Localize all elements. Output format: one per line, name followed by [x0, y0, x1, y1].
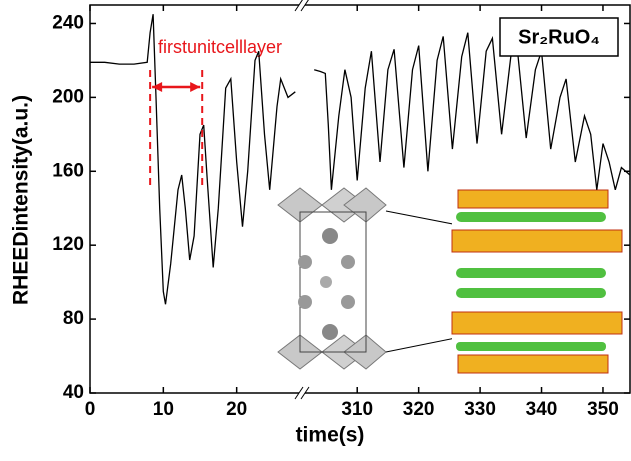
- y-tick-label: 200: [52, 86, 84, 107]
- x-tick-label: 20: [226, 399, 247, 420]
- arrow-head: [152, 82, 163, 92]
- annotation: firstunitcelllayer: [158, 37, 282, 57]
- x-tick-label: 0: [85, 399, 96, 420]
- arrow-head: [190, 82, 201, 92]
- y-axis-label: RHEEDintensity(a.u.): [10, 95, 33, 305]
- x-tick-label: 340: [526, 399, 558, 420]
- axis-break-mark: [294, 0, 303, 12]
- axis-break-mark: [294, 386, 304, 400]
- axis-break-gap: [299, 2, 305, 8]
- axis-break-mark: [300, 386, 310, 400]
- x-tick-label: 350: [587, 399, 619, 420]
- x-tick-label: 330: [464, 399, 496, 420]
- data-line: [90, 14, 631, 305]
- crystal-inset-large: [451, 189, 623, 375]
- crystal-inset-small: [277, 187, 536, 370]
- y-tick-label: 80: [63, 308, 84, 329]
- plot-frame: [89, 4, 631, 394]
- label-box: [499, 17, 619, 57]
- y-tick-label: 160: [52, 160, 84, 181]
- y-tick-label: 240: [52, 12, 84, 33]
- x-tick-label: 310: [341, 399, 373, 420]
- axis-break-mark: [300, 0, 309, 12]
- axis-break-gap: [299, 390, 305, 396]
- y-tick-label: 40: [63, 382, 84, 403]
- y-tick-label: 120: [52, 234, 84, 255]
- label-box-text: Sr₂RuO₄: [518, 26, 600, 48]
- x-tick-label: 10: [153, 399, 174, 420]
- x-tick-label: 320: [403, 399, 435, 420]
- x-axis-label: time(s): [296, 424, 365, 447]
